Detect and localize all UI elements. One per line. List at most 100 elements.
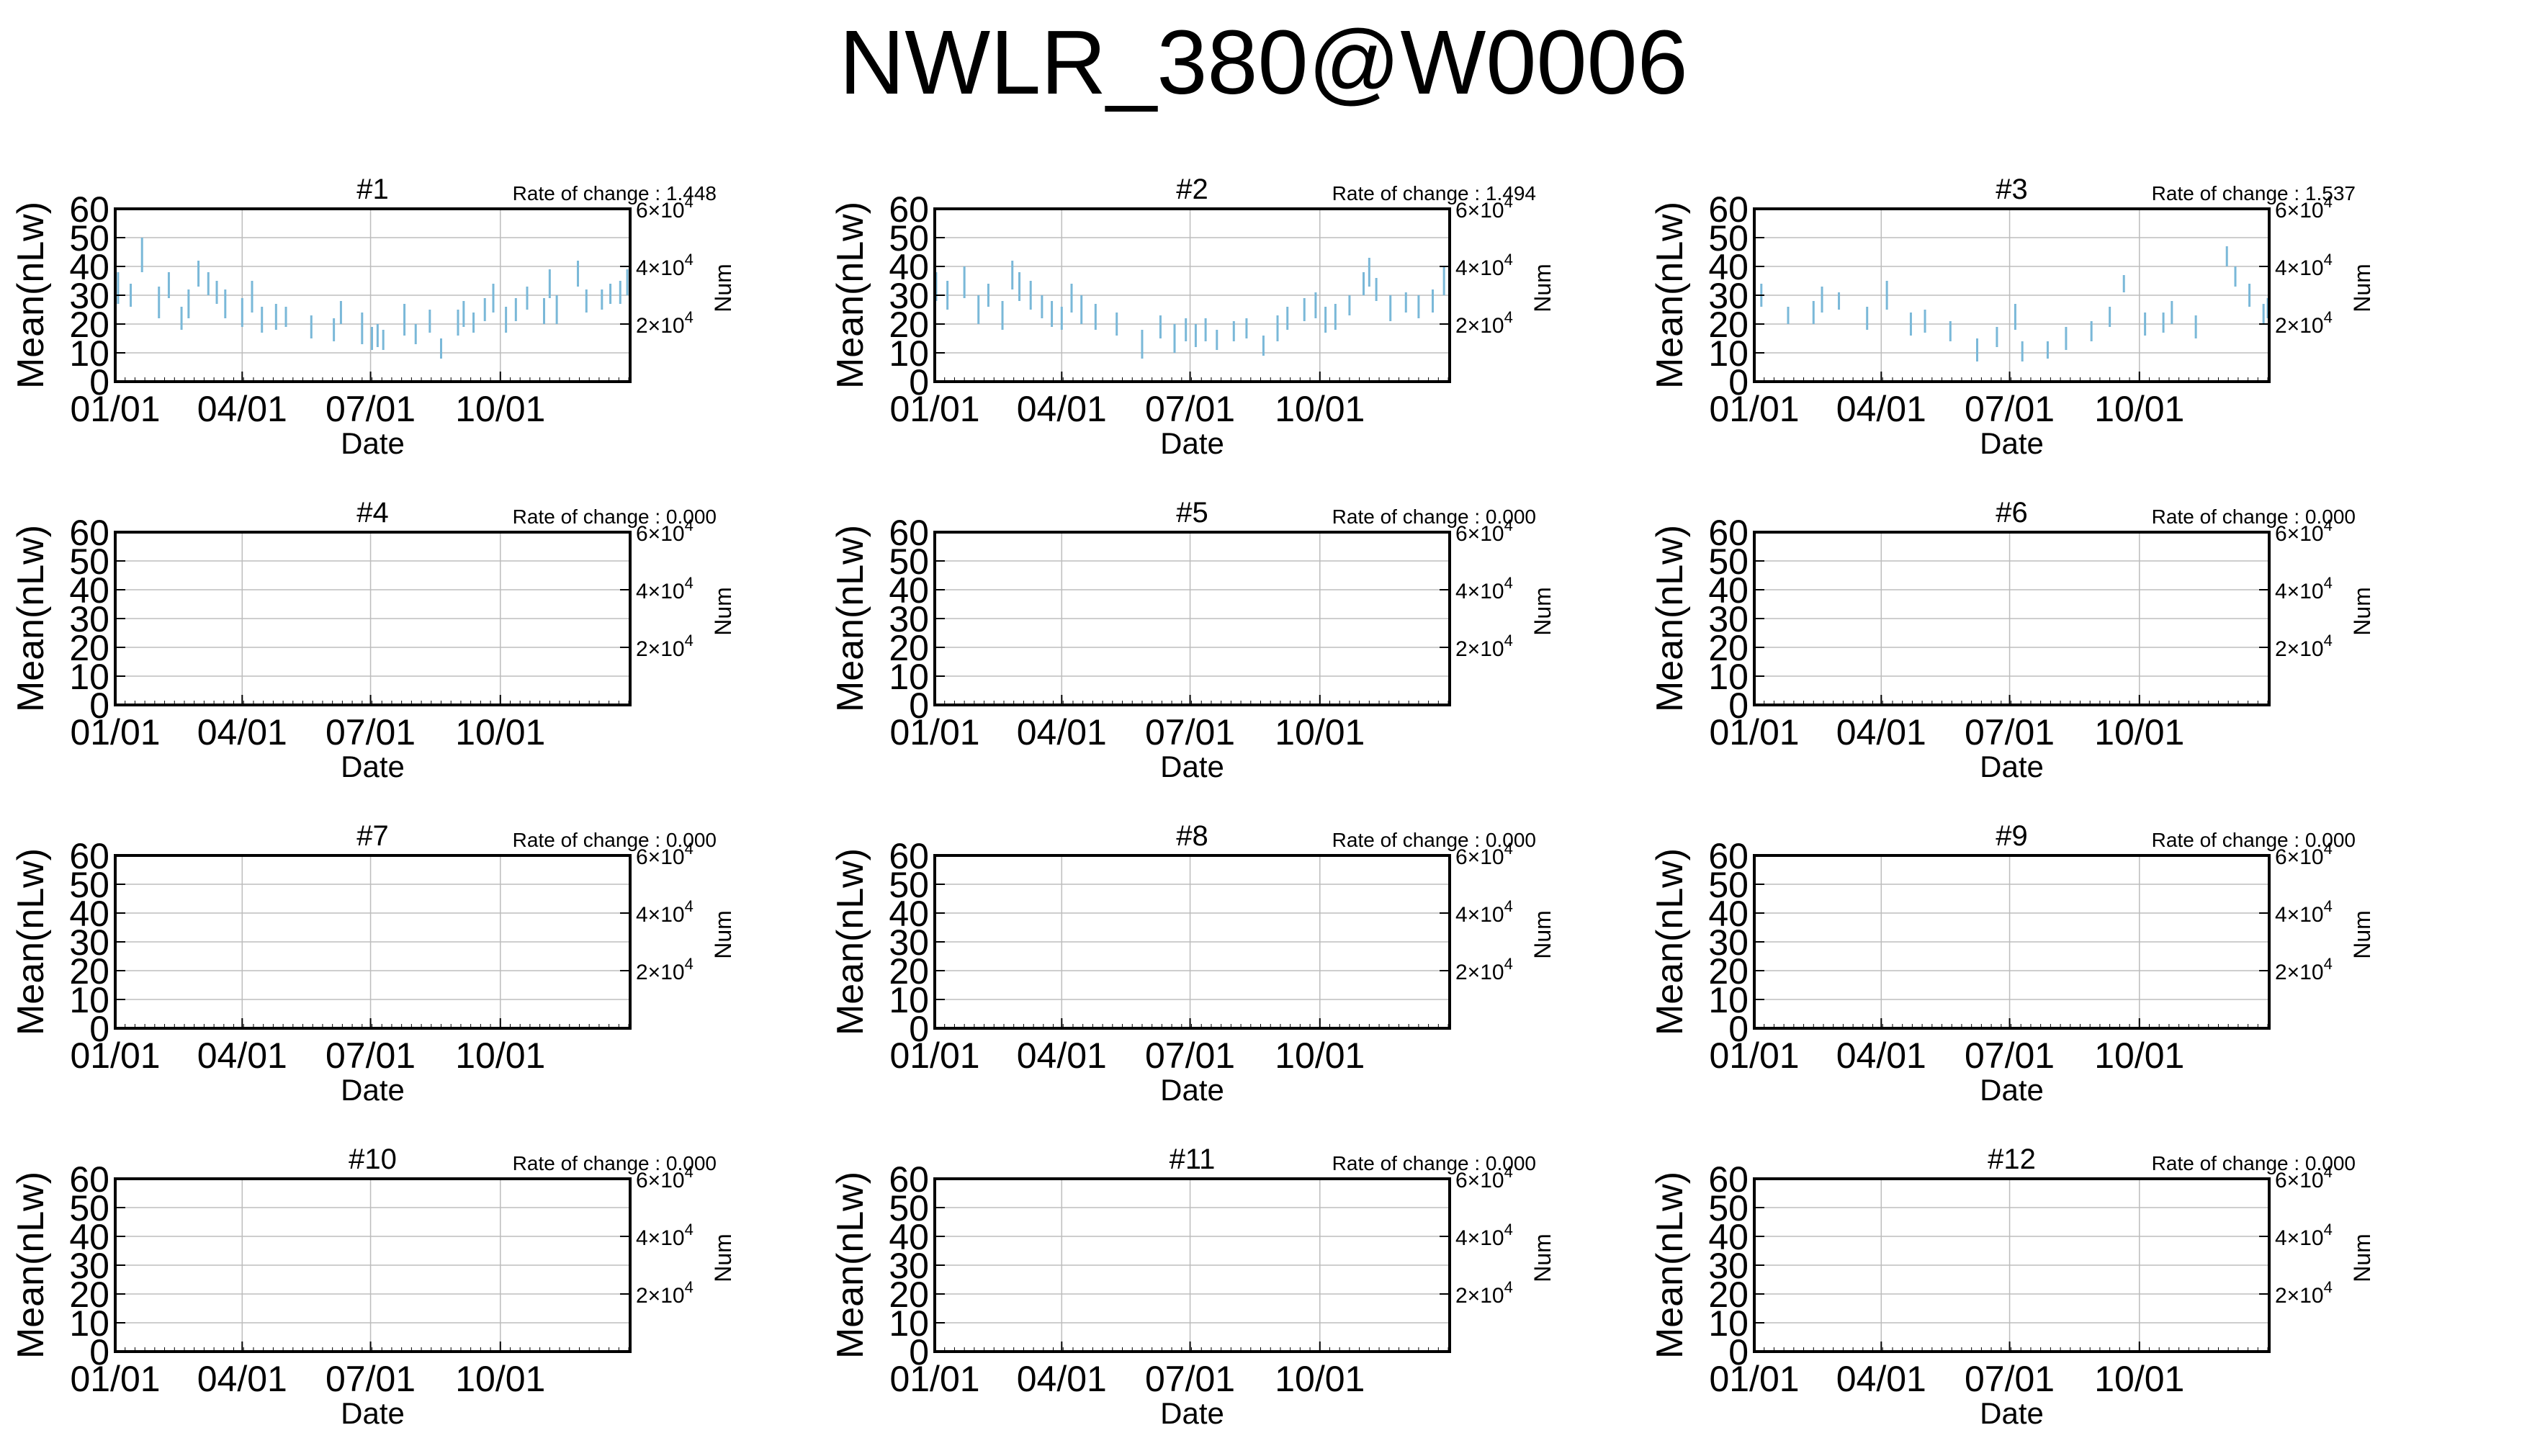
y2-tick-exponent: 4 <box>1504 308 1513 326</box>
y-tick-label: 20 <box>69 628 109 668</box>
y2-tick-base: 2×10 <box>1455 1284 1504 1308</box>
y2-tick-base: 6×10 <box>1455 522 1504 546</box>
x-tick-label: 04/01 <box>197 1359 287 1399</box>
y2-tick-base: 4×10 <box>1455 256 1504 280</box>
x-tick-label: 01/01 <box>889 1359 979 1399</box>
y2-axis-label: Num <box>2349 587 2375 636</box>
y-tick-label: 0 <box>89 1332 109 1372</box>
chart-panel-3: 0 10 20 30 40 50 60 01/01 04/01 07/01 10/01 2×104 4×… <box>1639 169 2431 486</box>
y2-tick-exponent: 4 <box>685 516 694 534</box>
y-tick-label: 50 <box>889 541 929 582</box>
y-tick-label: 50 <box>1708 218 1749 259</box>
y2-tick-label: 2×104 <box>2275 632 2333 661</box>
y2-tick-label: 6×104 <box>2275 516 2333 546</box>
x-tick-label: 01/01 <box>70 712 160 752</box>
x-tick-label: 10/01 <box>1275 1035 1365 1076</box>
rate-of-change-label: Rate of change : 1.448 <box>513 182 717 205</box>
x-tick-label: 04/01 <box>1836 1035 1926 1076</box>
x-axis-label: Date <box>1160 426 1224 460</box>
y2-tick-label: 6×104 <box>1455 1163 1513 1192</box>
x-tick-label: 04/01 <box>197 712 287 752</box>
x-tick-label: 07/01 <box>1145 712 1235 752</box>
y2-tick-label: 4×104 <box>1455 574 1513 603</box>
y2-tick-exponent: 4 <box>685 1278 694 1296</box>
y2-tick-base: 6×10 <box>636 845 685 869</box>
y2-tick-label: 4×104 <box>2275 1221 2333 1250</box>
y2-tick-base: 2×10 <box>1455 637 1504 661</box>
y2-tick-label: 4×104 <box>2275 251 2333 280</box>
y-tick-label: 40 <box>69 1217 109 1257</box>
y2-tick-label: 2×104 <box>636 1278 694 1308</box>
y2-tick-label: 6×104 <box>636 840 694 869</box>
x-axis-label: Date <box>341 1073 405 1107</box>
y-tick-label: 10 <box>1708 657 1749 697</box>
y-tick-label: 50 <box>889 865 929 905</box>
y2-tick-base: 4×10 <box>2275 580 2324 603</box>
y-tick-label: 40 <box>1708 894 1749 934</box>
y2-tick-exponent: 4 <box>2324 516 2333 534</box>
y2-axis-label: Num <box>1530 1233 1556 1282</box>
y2-tick-base: 6×10 <box>636 522 685 546</box>
y-tick-label: 0 <box>1728 1009 1749 1049</box>
y-tick-label: 40 <box>889 1217 929 1257</box>
y2-tick-exponent: 4 <box>1504 1278 1513 1296</box>
y2-tick-base: 6×10 <box>2275 522 2324 546</box>
chart-panel-8: 0 10 20 30 40 50 60 01/01 04/01 07/01 10/01 2×104 4×… <box>820 816 1612 1133</box>
y-tick-label: 30 <box>1708 599 1749 639</box>
y-tick-label: 30 <box>69 599 109 639</box>
chart-panel-7: 0 10 20 30 40 50 60 01/01 04/01 07/01 10/01 2×104 4×… <box>0 816 792 1133</box>
rate-of-change-label: Rate of change : 0.000 <box>513 1152 717 1174</box>
x-tick-label: 04/01 <box>1836 1359 1926 1399</box>
panel-title: #11 <box>1170 1143 1216 1175</box>
y-axis-label: Mean(nLw) <box>830 1172 871 1359</box>
y-tick-label: 40 <box>1708 1217 1749 1257</box>
y2-axis-label: Num <box>710 910 736 959</box>
y-tick-label: 10 <box>1708 980 1749 1020</box>
y2-tick-label: 2×104 <box>1455 632 1513 661</box>
y2-tick-exponent: 4 <box>1504 516 1513 534</box>
x-tick-label: 10/01 <box>2094 712 2184 752</box>
y-tick-label: 20 <box>889 1275 929 1315</box>
x-tick-label: 04/01 <box>197 1035 287 1076</box>
x-tick-label: 01/01 <box>1709 1035 1799 1076</box>
y2-tick-base: 2×10 <box>2275 637 2324 661</box>
y2-tick-label: 4×104 <box>636 251 694 280</box>
panel-title: #2 <box>1176 174 1208 205</box>
panel-title: #3 <box>1996 174 2028 205</box>
y-tick-label: 50 <box>889 218 929 259</box>
y2-axis-label: Num <box>1530 264 1556 313</box>
y-tick-label: 40 <box>889 894 929 934</box>
x-tick-label: 04/01 <box>1836 389 1926 429</box>
y-tick-label: 0 <box>909 362 929 403</box>
y-tick-label: 10 <box>1708 1303 1749 1344</box>
y2-axis-label: Num <box>1530 587 1556 636</box>
y-tick-label: 30 <box>1708 922 1749 963</box>
x-tick-label: 04/01 <box>1836 712 1926 752</box>
y-axis-label: Mean(nLw) <box>10 202 52 389</box>
y-tick-label: 10 <box>889 980 929 1020</box>
y-axis-label: Mean(nLw) <box>830 525 871 712</box>
x-tick-label: 01/01 <box>1709 1359 1799 1399</box>
y2-tick-label: 4×104 <box>636 574 694 603</box>
y-tick-label: 10 <box>889 333 929 374</box>
y2-axis-label: Num <box>2349 910 2375 959</box>
y-tick-label: 60 <box>889 513 929 553</box>
y-tick-label: 50 <box>69 218 109 259</box>
y-tick-label: 40 <box>69 247 109 287</box>
rate-of-change-label: Rate of change : 0.000 <box>513 829 717 851</box>
y2-tick-exponent: 4 <box>1504 897 1513 915</box>
rate-of-change-label: Rate of change : 0.000 <box>2152 829 2356 851</box>
y-tick-label: 30 <box>889 599 929 639</box>
y2-tick-base: 6×10 <box>1455 845 1504 869</box>
y-tick-label: 0 <box>1728 362 1749 403</box>
y2-tick-label: 2×104 <box>2275 1278 2333 1308</box>
y-tick-label: 60 <box>889 836 929 876</box>
chart-panel-11: 0 10 20 30 40 50 60 01/01 04/01 07/01 10/01 2×104 4×… <box>820 1139 1612 1456</box>
y-tick-label: 60 <box>1708 1159 1749 1200</box>
